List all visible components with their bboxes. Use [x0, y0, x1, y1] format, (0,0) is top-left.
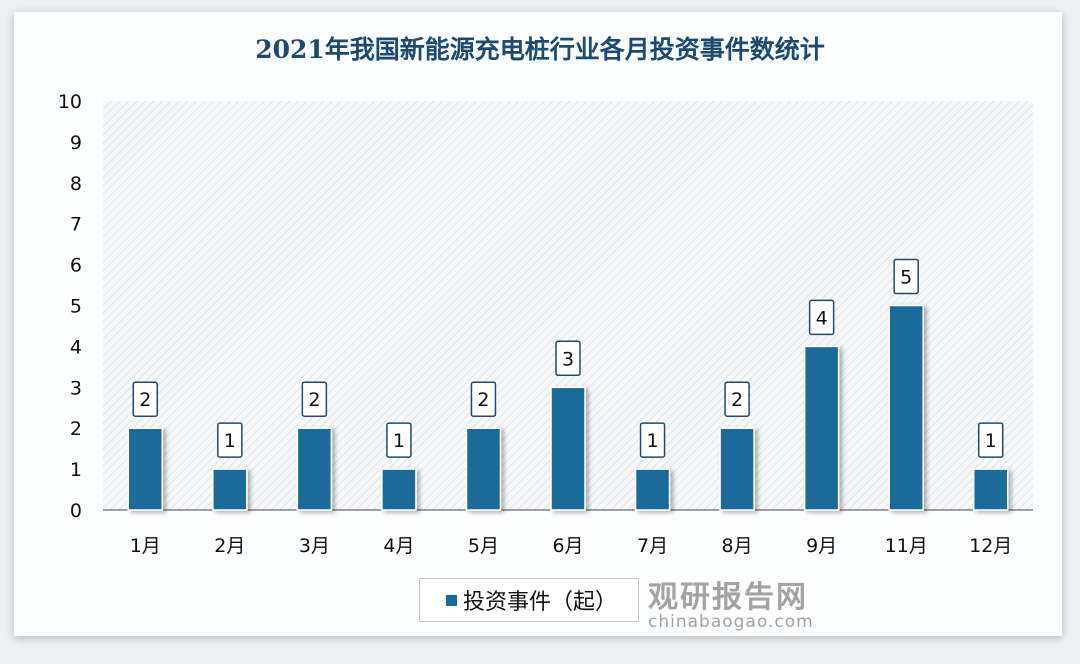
y-tick-label: 8 — [70, 173, 82, 195]
bar — [127, 427, 164, 511]
data-label-box — [639, 422, 666, 458]
y-tick-label: 2 — [70, 418, 82, 440]
bar — [381, 468, 417, 511]
data-label: 1 — [393, 430, 405, 452]
x-tick-label: 11月 — [885, 535, 928, 557]
y-tick-label: 3 — [70, 377, 82, 399]
x-tick-label: 6月 — [552, 535, 583, 557]
data-label: 2 — [477, 389, 489, 411]
bar — [296, 427, 333, 511]
watermark-name: 观研报告网 — [648, 580, 808, 615]
data-label-box — [386, 422, 412, 458]
legend-swatch — [446, 594, 457, 606]
x-tick-label: 1月 — [130, 535, 161, 557]
bar — [888, 304, 924, 511]
bar — [634, 468, 671, 511]
y-tick-label: 1 — [70, 459, 82, 481]
y-tick-label: 7 — [70, 214, 82, 236]
legend: 投资事件（起） — [419, 578, 639, 622]
bar — [803, 345, 840, 511]
bar — [972, 468, 1009, 511]
data-label-box — [301, 381, 328, 417]
data-label-box — [808, 299, 835, 336]
data-label: 5 — [900, 267, 912, 289]
x-tick-label: 3月 — [299, 535, 330, 557]
y-tick-label: 0 — [70, 500, 82, 522]
x-tick-label: 7月 — [637, 535, 668, 557]
watermark: 观研报告网 chinabaogao.com — [648, 572, 814, 632]
y-tick-label: 6 — [70, 255, 82, 277]
bar — [465, 427, 502, 511]
bar — [719, 427, 755, 511]
data-label: 2 — [308, 389, 320, 411]
chart-title: 2021年我国新能源充电桩行业各月投资事件数统计 — [255, 35, 825, 64]
data-label-box — [470, 381, 497, 417]
x-tick-label: 4月 — [383, 535, 414, 557]
data-label: 1 — [985, 430, 997, 452]
data-label-box — [977, 422, 1004, 458]
y-tick-label: 4 — [70, 336, 82, 358]
x-tick-label: 12月 — [969, 535, 1012, 557]
data-label-box — [724, 381, 750, 417]
y-tick-label: 9 — [70, 132, 82, 154]
data-label: 2 — [139, 389, 151, 411]
x-tick-label: 8月 — [722, 535, 753, 557]
data-label-box — [893, 258, 919, 295]
data-label: 4 — [816, 307, 828, 329]
data-label-box — [132, 381, 159, 417]
legend-label: 投资事件（起） — [463, 590, 618, 615]
data-label: 3 — [562, 348, 574, 370]
watermark-url: chinabaogao.com — [648, 612, 814, 632]
data-label: 2 — [731, 389, 743, 411]
data-label: 1 — [224, 430, 236, 452]
x-tick-label: 9月 — [806, 535, 837, 557]
data-label-box — [555, 340, 581, 377]
data-label-box — [217, 422, 243, 458]
y-tick-label: 5 — [70, 296, 82, 318]
y-tick-label: 10 — [58, 91, 82, 113]
x-tick-label: 2月 — [214, 535, 245, 557]
data-label: 1 — [646, 430, 658, 452]
bar — [212, 468, 248, 511]
bar — [550, 386, 586, 511]
x-tick-label: 5月 — [468, 535, 499, 557]
